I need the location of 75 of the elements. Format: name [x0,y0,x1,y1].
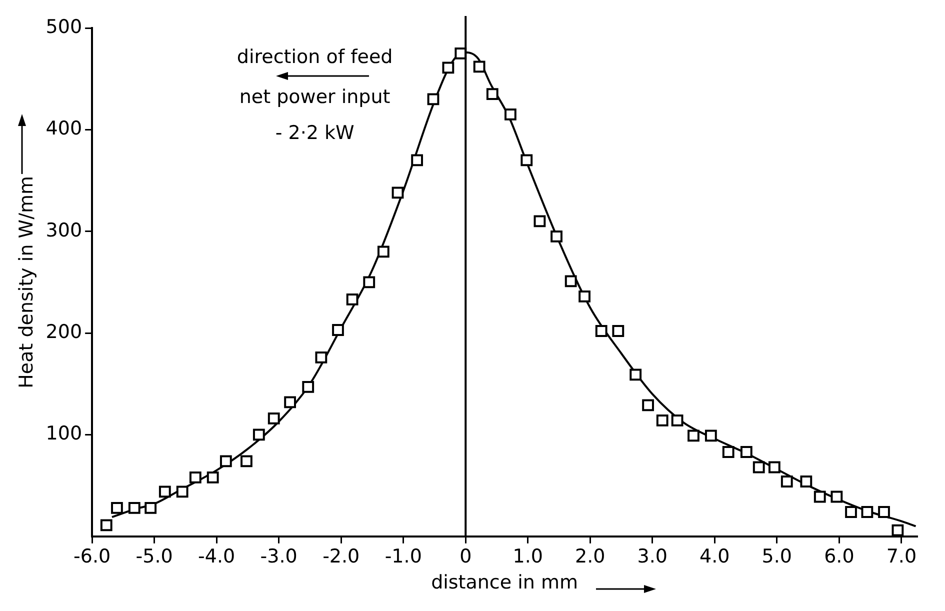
point [642,399,654,412]
annotation: direction of feed [236,46,393,68]
point [740,446,752,458]
x-axis-title: distance in mm [431,572,578,594]
point [315,351,328,364]
x-tick-label: 6.0 [824,546,854,568]
y-tick-label: 300 [46,219,82,242]
point [688,430,700,442]
y-tick-label: 400 [46,118,82,140]
annotation: net power input [239,86,390,108]
y-tick-label: 100 [46,422,82,445]
point [595,325,608,337]
point [671,414,684,426]
point [704,430,717,442]
x-tick-label: -5.0 [136,546,173,568]
x-tick-label: 5.0 [762,546,792,568]
x-tick-label: -6.0 [74,546,111,568]
x-tick-label: -2.0 [322,546,360,568]
point [268,412,280,424]
point [427,93,440,106]
point [630,368,642,381]
point [284,396,296,408]
point [878,506,890,518]
x-tick-label: 7.0 [886,546,917,568]
point [392,186,404,199]
point [473,60,486,73]
x-tick-label: 1.0 [512,546,543,568]
point [158,486,171,498]
x-tick-label: 0 [460,546,472,568]
point [220,455,232,468]
y-tick-label: 500 [46,16,82,38]
point [800,476,812,488]
x-tick-label: -4.0 [198,546,236,568]
point [332,324,344,336]
point [504,108,516,120]
x-tick-label: 4.0 [700,546,730,568]
point [520,154,533,166]
y-axis-title: Heat density in W/mm [15,176,38,388]
point [752,461,765,474]
point [534,215,546,228]
point [128,502,140,514]
point [411,154,424,166]
x-tick-label: 3.0 [637,546,668,568]
x-tick-label: -1.0 [384,546,422,568]
point [176,486,188,498]
point [814,490,826,503]
point [206,471,219,484]
point [830,490,843,503]
point [377,246,390,258]
point [892,524,904,536]
y-tick-label: 200 [46,320,82,343]
point [656,414,668,426]
point [189,471,202,484]
point [486,88,498,100]
point [578,290,590,302]
annotation: - 2·2 kW [275,122,354,144]
point [252,428,265,441]
point [845,506,857,518]
x-tick-label: -3.0 [260,546,298,568]
point [768,461,780,474]
point [780,476,793,488]
point [111,502,123,514]
point [861,506,874,518]
point [442,62,454,74]
point [722,446,734,458]
point [302,380,314,393]
point [144,502,157,514]
point [100,519,112,532]
point [240,455,252,468]
point [550,230,562,242]
point [346,294,358,306]
point [363,276,376,288]
x-tick-label: 2.0 [575,546,606,568]
point [612,325,624,337]
point [564,275,577,288]
